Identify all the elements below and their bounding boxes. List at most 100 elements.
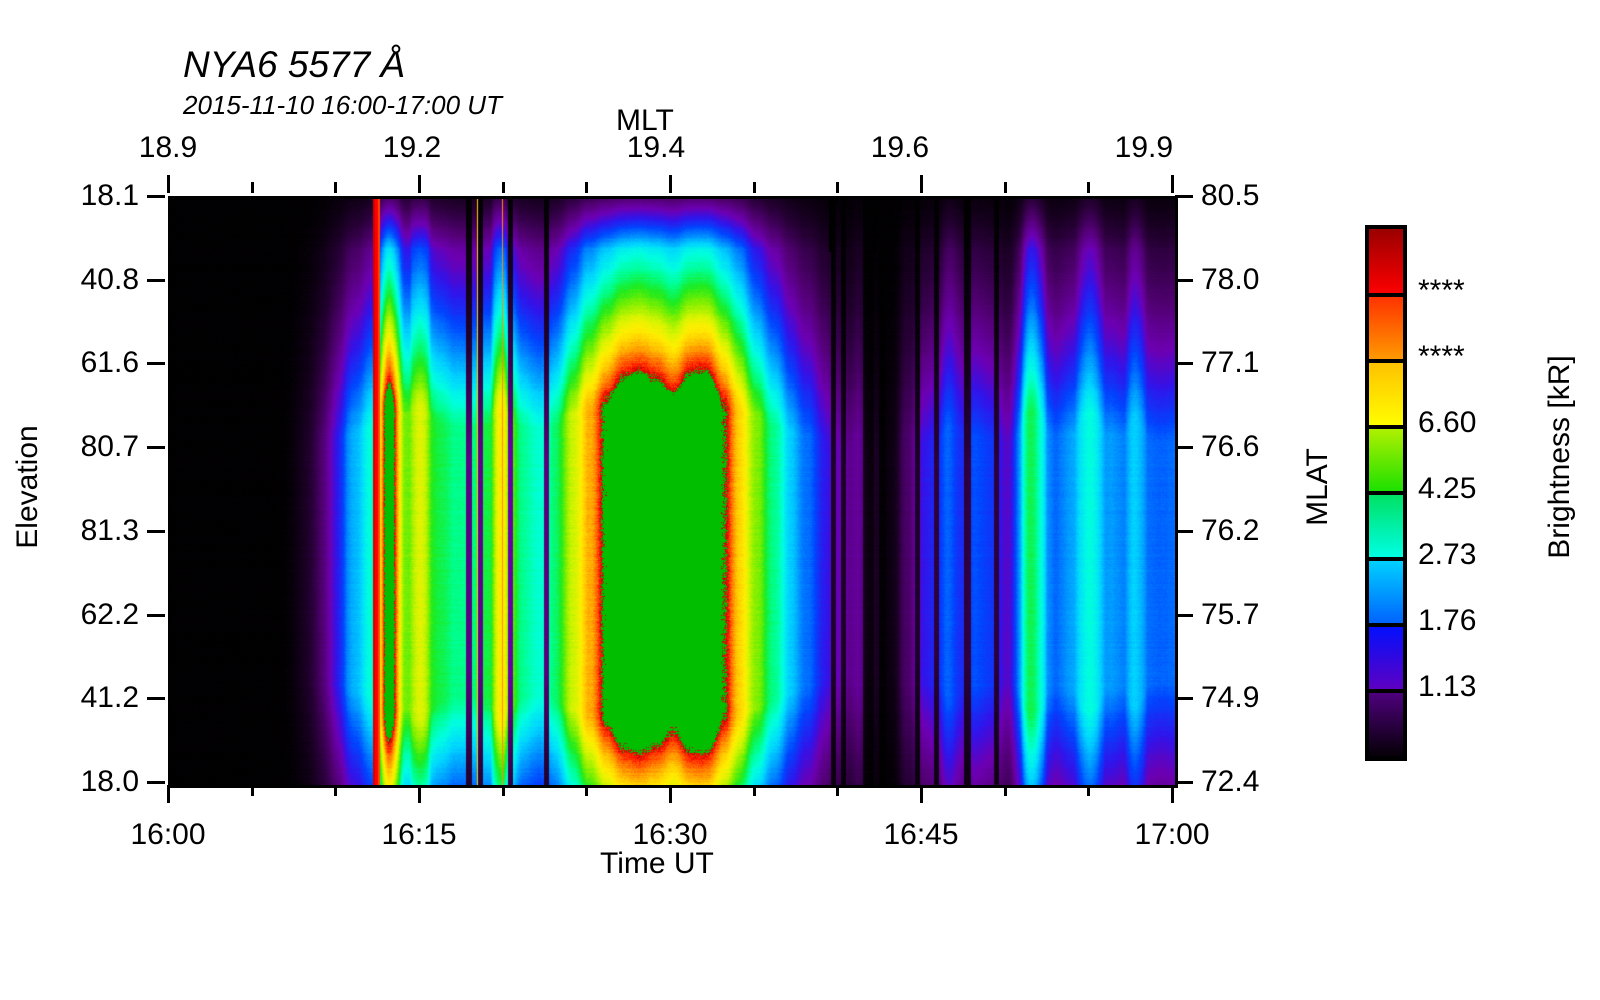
page-subtitle: 2015-11-10 16:00-17:00 UT [183, 90, 502, 120]
mlat-tick-label: 78.0 [1201, 262, 1260, 296]
axis-tick [920, 175, 923, 193]
x-tick-label: 16:30 [632, 818, 708, 851]
mlt-tick-label: 19.9 [1114, 131, 1174, 164]
axis-tick [334, 785, 337, 796]
x-tick-label: 16:45 [883, 818, 959, 851]
elevation-tick-label: 18.1 [80, 179, 139, 212]
mlat-tick-label: 74.9 [1201, 681, 1260, 715]
axis-tick [1175, 446, 1193, 449]
colorbar-tick-label: 6.60 [1418, 406, 1477, 439]
colorbar-tick-label: 4.25 [1418, 472, 1477, 505]
axis-tick [167, 785, 170, 803]
mlt-tick-label: 18.9 [138, 131, 198, 164]
colorbar-segment [1369, 493, 1403, 559]
axis-tick [334, 182, 337, 193]
axis-tick [147, 781, 165, 784]
colorbar-segment [1369, 361, 1403, 427]
mlat-tick-label: 80.5 [1201, 179, 1260, 212]
axis-tick [1175, 530, 1193, 533]
axis-tick [1175, 195, 1193, 198]
axis-tick [147, 614, 165, 617]
x-tick-label: 17:00 [1134, 818, 1210, 851]
mlt-tick-label: 19.4 [626, 131, 686, 164]
axis-tick [1171, 785, 1174, 803]
axis-tick [147, 446, 165, 449]
axis-tick [147, 279, 165, 282]
axis-tick [147, 362, 165, 365]
colorbar-tick-label: **** [1418, 340, 1465, 373]
colorbar-segment [1369, 691, 1403, 757]
axis-tick [167, 175, 170, 193]
x-axis-title: Time UT [600, 847, 714, 880]
elevation-tick-label: 40.8 [80, 262, 139, 296]
keogram-image [171, 199, 1175, 785]
elevation-tick-label: 81.3 [80, 513, 139, 547]
axis-tick [1175, 279, 1193, 282]
colorbar-tick-label: 1.13 [1418, 670, 1477, 703]
y-axis-title-right: MLAT [1301, 448, 1334, 526]
elevation-tick-label: 62.2 [80, 597, 139, 631]
colorbar-segment [1369, 625, 1403, 691]
colorbar-title: Brightness [kR] [1543, 355, 1576, 559]
top-axis-title: MLT [616, 104, 674, 137]
axis-tick [1087, 785, 1090, 796]
axis-tick [1175, 697, 1193, 700]
colorbar-segment [1369, 295, 1403, 361]
axis-tick [753, 182, 756, 193]
axis-tick [502, 182, 505, 193]
axis-tick [1171, 175, 1174, 193]
axis-tick [836, 182, 839, 193]
axis-tick [669, 175, 672, 193]
colorbar-divider [1369, 425, 1403, 429]
axis-tick [418, 785, 421, 803]
axis-tick [1175, 781, 1193, 784]
brightness-colorbar [1365, 225, 1407, 761]
colorbar-divider [1369, 623, 1403, 627]
elevation-tick-label: 18.0 [80, 765, 139, 798]
colorbar-tick-label: 1.76 [1418, 604, 1477, 637]
axis-tick [920, 785, 923, 803]
y-axis-title-left: Elevation [11, 425, 44, 549]
axis-tick [1004, 785, 1007, 796]
colorbar-segment [1369, 229, 1403, 295]
page-title: NYA6 5577 Å [183, 44, 406, 85]
colorbar-divider [1369, 689, 1403, 693]
axis-tick [1004, 182, 1007, 193]
axis-tick [147, 195, 165, 198]
axis-tick [251, 182, 254, 193]
mlat-tick-label: 72.4 [1201, 765, 1260, 798]
elevation-tick-label: 80.7 [80, 430, 139, 464]
x-tick-label: 16:15 [381, 818, 457, 851]
mlat-tick-label: 76.6 [1201, 430, 1260, 464]
mlat-tick-label: 75.7 [1201, 597, 1260, 631]
keogram-plot-area [168, 196, 1178, 788]
mlat-tick-label: 76.2 [1201, 513, 1260, 547]
axis-tick [836, 785, 839, 796]
axis-tick [1175, 614, 1193, 617]
axis-tick [147, 697, 165, 700]
axis-tick [147, 530, 165, 533]
axis-tick [585, 182, 588, 193]
axis-tick [502, 785, 505, 796]
colorbar-segment [1369, 427, 1403, 493]
x-tick-label: 16:00 [130, 818, 206, 851]
elevation-tick-label: 61.6 [80, 346, 139, 380]
colorbar-tick-label: **** [1418, 274, 1465, 307]
colorbar-divider [1369, 293, 1403, 297]
axis-tick [669, 785, 672, 803]
mlt-tick-label: 19.6 [870, 131, 930, 164]
colorbar-divider [1369, 491, 1403, 495]
axis-tick [753, 785, 756, 796]
axis-tick [418, 175, 421, 193]
colorbar-segment [1369, 559, 1403, 625]
axis-tick [1087, 182, 1090, 193]
elevation-tick-label: 41.2 [80, 681, 139, 715]
mlt-tick-label: 19.2 [382, 131, 442, 164]
axis-tick [1175, 362, 1193, 365]
colorbar-divider [1369, 359, 1403, 363]
axis-tick [251, 785, 254, 796]
colorbar-tick-label: 2.73 [1418, 538, 1477, 571]
colorbar-divider [1369, 557, 1403, 561]
mlat-tick-label: 77.1 [1201, 346, 1260, 380]
